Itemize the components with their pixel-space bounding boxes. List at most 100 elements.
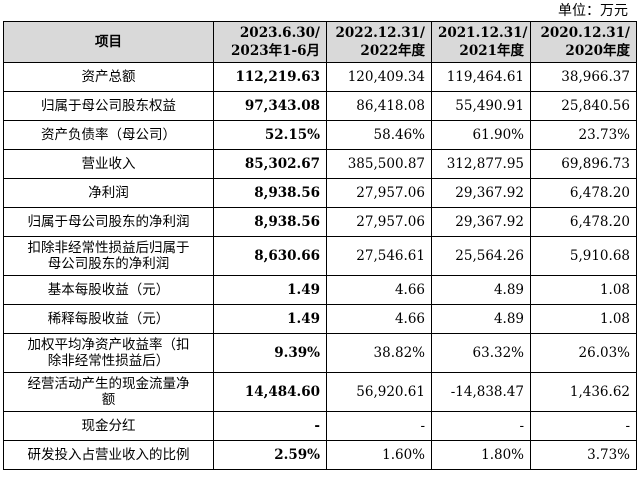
- cell-value: -: [213, 411, 327, 441]
- table-row: 归属于母公司股东权益 97,343.08 86,418.08 55,490.91…: [3, 91, 637, 121]
- row-label-line2: 除非经常性损益后）: [47, 353, 170, 369]
- cell-value: 1.08: [530, 275, 637, 305]
- header-period: 2022.12.31/ 2022年度: [326, 21, 432, 63]
- header-period-line1: 2022.12.31/: [335, 25, 425, 41]
- header-period: 2023.6.30/ 2023年1-6月: [213, 21, 327, 63]
- header-period-line1: 2023.6.30/: [239, 25, 320, 41]
- cell-value: 52.15%: [213, 120, 327, 150]
- row-label: 加权平均净资产收益率（扣 除非经常性损益后）: [3, 333, 214, 373]
- cell-value: 29,367.92: [431, 178, 531, 208]
- cell-value: 112,219.63: [213, 62, 327, 92]
- row-label-line1: 经营活动产生的现金流量净: [27, 376, 190, 392]
- cell-value: 8,630.66: [213, 236, 327, 276]
- cell-value: 86,418.08: [326, 91, 432, 121]
- cell-value: 27,957.06: [326, 207, 432, 237]
- row-label: 营业收入: [3, 149, 214, 179]
- cell-value: 27,546.61: [326, 236, 432, 276]
- header-period-line1: 2020.12.31/: [540, 25, 630, 41]
- cell-value: 3.73%: [530, 440, 637, 470]
- cell-value: 27,957.06: [326, 178, 432, 208]
- cell-value: 38,966.37: [530, 62, 637, 92]
- header-item: 项目: [3, 21, 214, 63]
- cell-value: 4.66: [326, 275, 432, 305]
- row-label: 归属于母公司股东权益: [3, 91, 214, 121]
- cell-value: 1.80%: [431, 440, 531, 470]
- table-row: 研发投入占营业收入的比例 2.59% 1.60% 1.80% 3.73%: [3, 440, 637, 470]
- row-label: 归属于母公司股东的净利润: [3, 207, 214, 237]
- cell-value: 4.89: [431, 304, 531, 334]
- header-period: 2021.12.31/ 2021年度: [431, 21, 531, 63]
- table-header-row: 项目 2023.6.30/ 2023年1-6月 2022.12.31/ 2022…: [3, 21, 637, 63]
- cell-value: 61.90%: [431, 120, 531, 150]
- row-label: 稀释每股收益（元）: [3, 304, 214, 334]
- cell-value: 14,484.60: [213, 372, 327, 412]
- cell-value: 25,564.26: [431, 236, 531, 276]
- table-row: 营业收入 85,302.67 385,500.87 312,877.95 69,…: [3, 149, 637, 179]
- header-period-line1: 2021.12.31/: [438, 25, 528, 41]
- cell-value: 56,920.61: [326, 372, 432, 412]
- row-label-line1: 加权平均净资产收益率（扣: [27, 337, 190, 353]
- cell-value: 29,367.92: [431, 207, 531, 237]
- cell-value: 25,840.56: [530, 91, 637, 121]
- row-label: 研发投入占营业收入的比例: [3, 440, 214, 470]
- unit-label: 单位：万元: [558, 3, 628, 19]
- table-row: 净利润 8,938.56 27,957.06 29,367.92 6,478.2…: [3, 178, 637, 208]
- table-row: 加权平均净资产收益率（扣 除非经常性损益后） 9.39% 38.82% 63.3…: [3, 333, 637, 373]
- cell-value: -: [530, 411, 637, 441]
- cell-value: 6,478.20: [530, 178, 637, 208]
- cell-value: -14,838.47: [431, 372, 531, 412]
- cell-value: 6,478.20: [530, 207, 637, 237]
- row-label-line2: 母公司股东的净利润: [47, 256, 170, 272]
- cell-value: 4.89: [431, 275, 531, 305]
- row-label: 资产负债率（母公司）: [3, 120, 214, 150]
- cell-value: 26.03%: [530, 333, 637, 373]
- cell-value: 1.49: [213, 304, 327, 334]
- row-label: 基本每股收益（元）: [3, 275, 214, 305]
- cell-value: 1.08: [530, 304, 637, 334]
- row-label: 净利润: [3, 178, 214, 208]
- cell-value: 85,302.67: [213, 149, 327, 179]
- cell-value: 55,490.91: [431, 91, 531, 121]
- row-label: 现金分红: [3, 411, 214, 441]
- table-row: 稀释每股收益（元） 1.49 4.66 4.89 1.08: [3, 304, 637, 334]
- cell-value: 97,343.08: [213, 91, 327, 121]
- cell-value: 1.60%: [326, 440, 432, 470]
- header-period-line2: 2023年1-6月: [231, 43, 320, 59]
- table-row: 基本每股收益（元） 1.49 4.66 4.89 1.08: [3, 275, 637, 305]
- row-label: 资产总额: [3, 62, 214, 92]
- financial-summary-table: 项目 2023.6.30/ 2023年1-6月 2022.12.31/ 2022…: [3, 21, 637, 470]
- cell-value: 2.59%: [213, 440, 327, 470]
- cell-value: 1,436.62: [530, 372, 637, 412]
- row-label-line2: 额: [101, 392, 116, 408]
- cell-value: 8,938.56: [213, 207, 327, 237]
- cell-value: 69,896.73: [530, 149, 637, 179]
- table-row: 现金分红 - - - -: [3, 411, 637, 441]
- cell-value: -: [326, 411, 432, 441]
- cell-value: 312,877.95: [431, 149, 531, 179]
- table-row: 资产负债率（母公司） 52.15% 58.46% 61.90% 23.73%: [3, 120, 637, 150]
- cell-value: -: [431, 411, 531, 441]
- cell-value: 385,500.87: [326, 149, 432, 179]
- cell-value: 58.46%: [326, 120, 432, 150]
- cell-value: 5,910.68: [530, 236, 637, 276]
- row-label: 经营活动产生的现金流量净 额: [3, 372, 214, 412]
- cell-value: 4.66: [326, 304, 432, 334]
- header-period-line2: 2022年度: [360, 43, 425, 59]
- row-label-line1: 扣除非经常性损益后归属于: [27, 240, 190, 256]
- table-row: 归属于母公司股东的净利润 8,938.56 27,957.06 29,367.9…: [3, 207, 637, 237]
- cell-value: 1.49: [213, 275, 327, 305]
- cell-value: 9.39%: [213, 333, 327, 373]
- header-period: 2020.12.31/ 2020年度: [530, 21, 637, 63]
- cell-value: 23.73%: [530, 120, 637, 150]
- row-label: 扣除非经常性损益后归属于 母公司股东的净利润: [3, 236, 214, 276]
- table-row: 资产总额 112,219.63 120,409.34 119,464.61 38…: [3, 62, 637, 92]
- cell-value: 119,464.61: [431, 62, 531, 92]
- header-period-line2: 2021年度: [459, 43, 524, 59]
- cell-value: 63.32%: [431, 333, 531, 373]
- header-period-line2: 2020年度: [565, 43, 630, 59]
- cell-value: 38.82%: [326, 333, 432, 373]
- table-row: 经营活动产生的现金流量净 额 14,484.60 56,920.61 -14,8…: [3, 372, 637, 412]
- cell-value: 120,409.34: [326, 62, 432, 92]
- table-row: 扣除非经常性损益后归属于 母公司股东的净利润 8,630.66 27,546.6…: [3, 236, 637, 276]
- cell-value: 8,938.56: [213, 178, 327, 208]
